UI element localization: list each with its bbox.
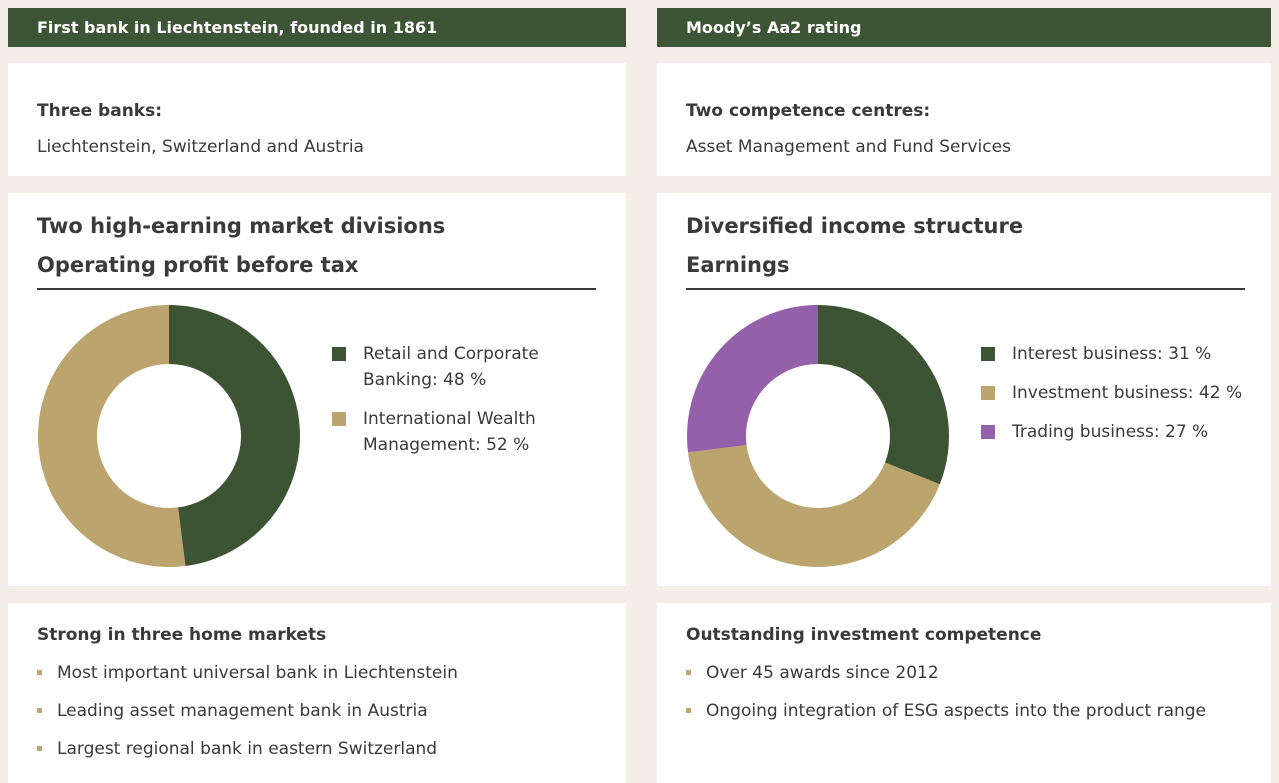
donut-slice xyxy=(38,305,186,567)
box-title: Three banks: xyxy=(37,101,163,121)
chart-heading: Two high-earning market divisions Operati… xyxy=(37,207,445,285)
header-bar: Moody’s Aa2 rating xyxy=(657,8,1271,47)
bullet-item: Ongoing integration of ESG aspects into … xyxy=(686,692,1206,730)
legend-label: International Wealth Management: 52 % xyxy=(363,409,536,455)
chart-subtitle: Earnings xyxy=(686,253,790,277)
chart-subtitle: Operating profit before tax xyxy=(37,253,359,277)
info-box: Two competence centres: Asset Management … xyxy=(657,63,1271,176)
bullet xyxy=(37,670,42,675)
bullet-text: Ongoing integration of ESG aspects into … xyxy=(706,701,1207,721)
legend-swatch xyxy=(981,425,995,439)
legend: Interest business: 31 % Investment busine… xyxy=(981,341,1279,458)
donut-slice xyxy=(688,445,940,567)
bullet-text: Largest regional bank in eastern Switzer… xyxy=(57,739,438,759)
info-box: Three banks: Liechtenstein, Switzerland a… xyxy=(8,63,626,176)
box-text: Liechtenstein, Switzerland and Austria xyxy=(37,137,364,157)
legend-label: Trading business: 27 % xyxy=(1012,422,1209,442)
bullet-text: Most important universal bank in Liechte… xyxy=(57,663,458,683)
bullet-item: Largest regional bank in eastern Switzer… xyxy=(37,730,557,768)
divider xyxy=(686,288,1245,290)
box-title: Strong in three home markets xyxy=(37,625,327,645)
legend-entry: Trading business: 27 % xyxy=(981,419,1279,445)
bullet xyxy=(37,746,42,751)
box-title: Outstanding investment competence xyxy=(686,625,1042,645)
legend-swatch xyxy=(981,347,995,361)
bullet-item: Most important universal bank in Liechte… xyxy=(37,654,557,692)
bullet-text: Over 45 awards since 2012 xyxy=(706,663,939,683)
legend-label: Retail and Corporate Banking: 48 % xyxy=(363,344,539,390)
box-title: Two competence centres: xyxy=(686,101,931,121)
info-box: Strong in three home markets Most importa… xyxy=(8,603,626,783)
legend-entry: International Wealth Management: 52 % xyxy=(332,406,578,458)
info-box: Outstanding investment competence Over 45… xyxy=(657,603,1271,783)
bullet-list: Over 45 awards since 2012 Ongoing integra… xyxy=(686,654,1206,730)
divider xyxy=(37,288,596,290)
legend-entry: Investment business: 42 % xyxy=(981,380,1279,406)
legend-swatch xyxy=(332,347,346,361)
chart-box: Two high-earning market divisions Operati… xyxy=(8,193,626,586)
bullet xyxy=(686,708,691,713)
legend-entry: Interest business: 31 % xyxy=(981,341,1279,367)
legend-entry: Retail and Corporate Banking: 48 % xyxy=(332,341,578,393)
legend-label: Interest business: 31 % xyxy=(1012,344,1212,364)
bullet xyxy=(37,708,42,713)
box-text: Asset Management and Fund Services xyxy=(686,137,1011,157)
chart-heading: Diversified income structure Earnings xyxy=(686,207,1023,285)
legend-swatch xyxy=(981,386,995,400)
bullet-item: Leading asset management bank in Austria xyxy=(37,692,557,730)
donut-slice xyxy=(169,305,301,566)
bullet-item: Over 45 awards since 2012 xyxy=(686,654,1206,692)
bullet xyxy=(686,670,691,675)
column: First bank in Liechtenstein, founded in … xyxy=(8,0,626,783)
bullet-text: Leading asset management bank in Austria xyxy=(57,701,428,721)
chart-title: Two high-earning market divisions xyxy=(37,214,446,238)
chart-title: Diversified income structure xyxy=(686,214,1024,238)
chart-box: Diversified income structure Earnings Inte… xyxy=(657,193,1271,586)
legend-swatch xyxy=(332,412,346,426)
bullet-list: Most important universal bank in Liechte… xyxy=(37,654,557,768)
legend: Retail and Corporate Banking: 48 % Intern… xyxy=(332,341,578,471)
donut-slice xyxy=(687,305,818,453)
donut-chart xyxy=(687,305,949,567)
legend-label: Investment business: 42 % xyxy=(1012,383,1243,403)
header-bar: First bank in Liechtenstein, founded in … xyxy=(8,8,626,47)
donut-slice xyxy=(818,305,949,485)
donut-chart xyxy=(38,305,301,567)
column: Moody’s Aa2 rating Two competence centres… xyxy=(657,0,1271,783)
